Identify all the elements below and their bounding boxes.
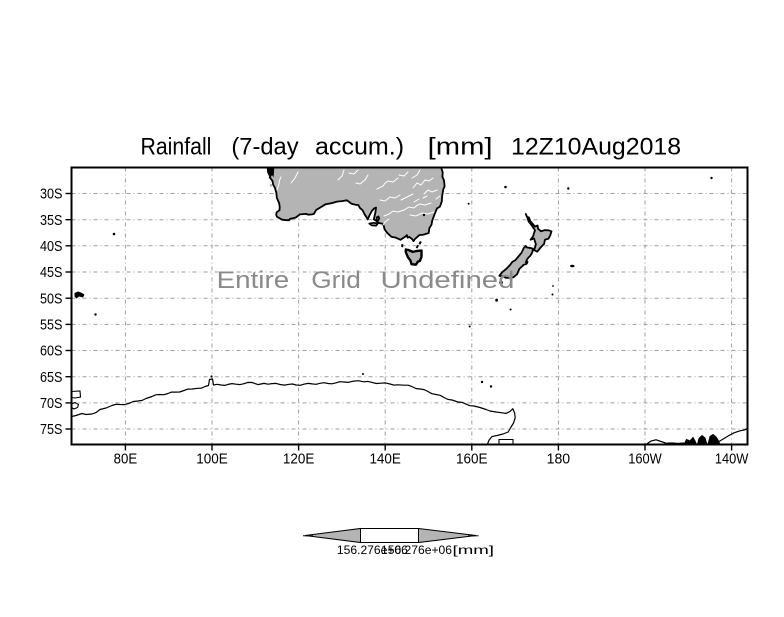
svg-text:55S: 55S <box>40 318 63 334</box>
svg-text:30S: 30S <box>40 187 63 203</box>
svg-text:75S: 75S <box>40 422 63 438</box>
svg-text:[mm]: [mm] <box>453 543 495 557</box>
svg-text:80E: 80E <box>114 451 138 467</box>
svg-text:[mm]: [mm] <box>428 134 493 161</box>
svg-text:180: 180 <box>547 451 571 467</box>
svg-text:70S: 70S <box>40 396 63 412</box>
svg-text:Rainfall: Rainfall <box>141 134 212 161</box>
svg-text:Entire: Entire <box>217 267 290 294</box>
svg-text:160E: 160E <box>456 451 488 467</box>
svg-text:(7-day: (7-day <box>231 134 298 161</box>
svg-text:60S: 60S <box>40 344 63 360</box>
svg-text:100E: 100E <box>196 451 228 467</box>
svg-text:65S: 65S <box>40 370 63 386</box>
svg-text:45S: 45S <box>40 265 63 281</box>
svg-text:156.276e+06: 156.276e+06 <box>337 543 408 557</box>
svg-text:140W: 140W <box>715 451 749 467</box>
svg-text:35S: 35S <box>40 213 63 229</box>
svg-text:40S: 40S <box>40 239 63 255</box>
svg-text:12Z10Aug2018: 12Z10Aug2018 <box>511 134 681 161</box>
svg-text:160W: 160W <box>628 451 662 467</box>
svg-text:120E: 120E <box>283 451 315 467</box>
svg-text:50S: 50S <box>40 291 63 307</box>
svg-text:accum.): accum.) <box>315 134 404 161</box>
svg-text:140E: 140E <box>369 451 401 467</box>
svg-text:Grid: Grid <box>311 267 361 294</box>
svg-text:Undefined: Undefined <box>381 267 515 294</box>
svg-text:156.276e+06: 156.276e+06 <box>381 543 452 557</box>
